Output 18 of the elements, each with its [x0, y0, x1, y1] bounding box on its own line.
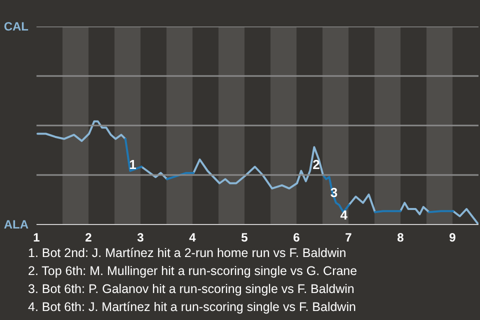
- x-tick-label: 2: [85, 230, 92, 244]
- x-tick-label: 8: [397, 230, 404, 244]
- x-tick-label: 5: [241, 230, 248, 244]
- text: 2. Top 6th: M. Mullinger hit a run-scoring single vs G. Crane: [28, 263, 358, 280]
- annotation: 2: [312, 157, 320, 172]
- x-tick-label: 3: [137, 230, 144, 244]
- x-tick-label: 1: [33, 230, 40, 244]
- x-tick-label: 9: [449, 230, 456, 244]
- annotation: 4: [340, 208, 348, 223]
- annotation: 1: [129, 157, 136, 172]
- text: ALA: [4, 218, 29, 232]
- text: CAL: [4, 20, 29, 34]
- text: 4. Bot 6th: J. Martínez hit a run-scoring single vs F. Baldwin: [28, 299, 357, 316]
- x-tick-label: 6: [293, 230, 300, 244]
- x-tick-label: 4: [189, 230, 196, 244]
- text: 1. Bot 2nd: J. Martínez hit a 2-run home run vs F. Baldwin: [28, 245, 348, 262]
- x-tick-label: 7: [345, 230, 352, 244]
- text: 3. Bot 6th: P. Galanov hit a run-scoring single vs F. Baldwin: [28, 281, 356, 298]
